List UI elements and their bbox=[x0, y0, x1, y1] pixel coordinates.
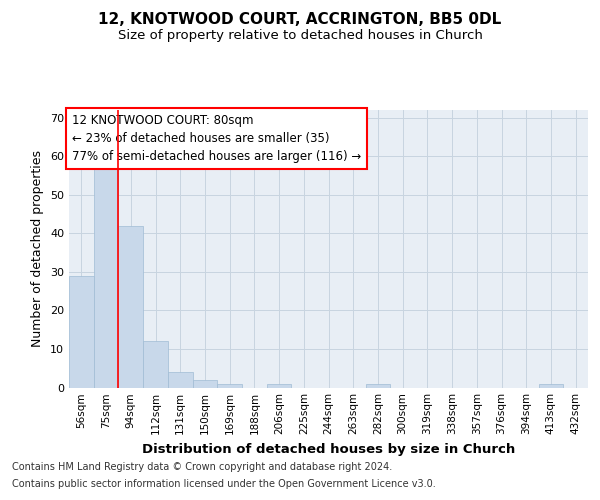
Bar bbox=[217, 384, 242, 388]
Bar bbox=[94, 164, 118, 388]
Bar bbox=[168, 372, 193, 388]
Text: Contains public sector information licensed under the Open Government Licence v3: Contains public sector information licen… bbox=[12, 479, 436, 489]
Bar bbox=[69, 276, 94, 388]
Bar bbox=[143, 341, 168, 388]
X-axis label: Distribution of detached houses by size in Church: Distribution of detached houses by size … bbox=[142, 443, 515, 456]
Bar bbox=[267, 384, 292, 388]
Bar bbox=[539, 384, 563, 388]
Text: 12 KNOTWOOD COURT: 80sqm
← 23% of detached houses are smaller (35)
77% of semi-d: 12 KNOTWOOD COURT: 80sqm ← 23% of detach… bbox=[71, 114, 361, 163]
Bar bbox=[193, 380, 217, 388]
Text: Size of property relative to detached houses in Church: Size of property relative to detached ho… bbox=[118, 29, 482, 42]
Bar bbox=[365, 384, 390, 388]
Y-axis label: Number of detached properties: Number of detached properties bbox=[31, 150, 44, 347]
Bar bbox=[118, 226, 143, 388]
Text: Contains HM Land Registry data © Crown copyright and database right 2024.: Contains HM Land Registry data © Crown c… bbox=[12, 462, 392, 472]
Text: 12, KNOTWOOD COURT, ACCRINGTON, BB5 0DL: 12, KNOTWOOD COURT, ACCRINGTON, BB5 0DL bbox=[98, 12, 502, 28]
